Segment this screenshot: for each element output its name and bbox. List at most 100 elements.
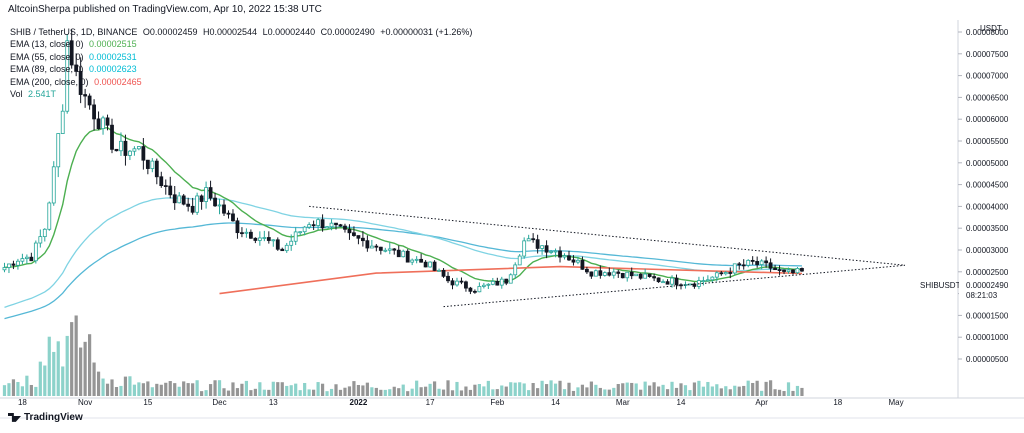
- candle-body: [29, 256, 34, 262]
- candle-body: [378, 246, 383, 251]
- candle-body: [248, 231, 253, 239]
- candle-body: [47, 202, 52, 230]
- candle-body: [544, 245, 549, 253]
- ema13-line: [4, 126, 803, 283]
- volume-bar: [464, 386, 468, 396]
- volume-bar: [764, 381, 768, 396]
- volume-bar: [289, 385, 293, 396]
- time-tick-label: Dec: [212, 398, 226, 407]
- candle-body: [670, 277, 674, 285]
- candle-body: [244, 231, 249, 234]
- volume-bar: [616, 384, 620, 396]
- candle-body: [692, 283, 697, 287]
- candle-body: [764, 260, 769, 264]
- candle-body: [387, 248, 392, 251]
- candle-body: [92, 104, 96, 120]
- volume-bar: [141, 383, 145, 396]
- candle-body: [553, 250, 558, 253]
- volume-bar: [567, 382, 571, 396]
- volume-bar: [562, 389, 567, 396]
- volume-bar: [509, 382, 513, 396]
- candle-body: [741, 264, 746, 267]
- volume-bar: [455, 381, 459, 396]
- volume-bar: [173, 383, 177, 396]
- volume-bar: [544, 384, 549, 396]
- volume-bar: [146, 381, 150, 396]
- volume-bar: [504, 386, 508, 396]
- candle-body: [266, 237, 271, 241]
- legend-ema89: EMA (89, close, 0) 0.00002623: [10, 63, 472, 75]
- candle-body: [558, 250, 562, 258]
- volume-bar: [114, 386, 119, 396]
- volume-bar: [477, 384, 481, 396]
- volume-bar: [262, 389, 266, 396]
- volume-bar: [742, 385, 746, 396]
- volume-bar: [630, 382, 634, 396]
- candle-body: [481, 284, 486, 287]
- ema200-line: [219, 265, 803, 295]
- volume-bar: [316, 382, 320, 396]
- candle-body: [504, 278, 509, 284]
- volume-bar: [441, 389, 446, 396]
- candle-body: [190, 205, 195, 213]
- candle-body: [450, 280, 455, 286]
- candle-body: [795, 268, 800, 274]
- candle-body: [172, 194, 177, 204]
- candle-body: [674, 277, 679, 286]
- volume-bar: [482, 386, 486, 396]
- volume-bar: [294, 383, 298, 396]
- volume-bar: [70, 322, 74, 396]
- volume-bar: [253, 388, 257, 396]
- candle-body: [195, 195, 200, 213]
- volume-bar: [715, 384, 719, 396]
- candle-body: [705, 279, 710, 282]
- volume-bar: [235, 388, 240, 396]
- candle-body: [352, 232, 356, 236]
- candle-body: [540, 245, 545, 249]
- candle-body: [38, 236, 43, 244]
- volume-bar: [347, 386, 352, 396]
- volume-bar: [2, 385, 7, 396]
- legend-ema200-label: EMA (200, close, 0): [10, 76, 89, 87]
- candle-body: [629, 271, 634, 277]
- volume-bar: [61, 366, 65, 396]
- candle-body: [240, 232, 244, 235]
- volume-bar: [226, 390, 231, 396]
- volume-bar: [531, 383, 535, 396]
- volume-bar: [195, 380, 199, 396]
- candle-body: [773, 267, 777, 271]
- legend-ema200-value: 0.00002465: [94, 76, 142, 87]
- volume-bar: [782, 391, 786, 396]
- candle-body: [455, 280, 459, 286]
- tradingview-brand: TradingView: [24, 412, 83, 423]
- chart-background: [0, 20, 1024, 408]
- legend-high-label: H: [203, 27, 210, 37]
- volume-bar: [312, 389, 316, 396]
- legend-ema200: EMA (200, close, 0) 0.00002465: [10, 76, 472, 88]
- price-tick-label: 0.00001000: [966, 333, 1009, 342]
- candle-body: [374, 245, 379, 248]
- legend-vol-label: Vol: [10, 89, 23, 100]
- candle-body: [549, 251, 553, 253]
- candle-body: [383, 249, 388, 252]
- candle-body: [136, 146, 141, 150]
- candle-body: [222, 204, 226, 214]
- candle-body: [231, 213, 235, 222]
- legend-close: 0.00002490: [327, 27, 375, 37]
- candle-body: [490, 281, 495, 285]
- volume-bar: [101, 378, 105, 396]
- time-tick-label: Feb: [490, 398, 504, 407]
- volume-bar: [217, 380, 222, 396]
- volume-bar: [208, 384, 213, 396]
- volume-bar: [733, 385, 737, 396]
- volume-bar: [697, 380, 701, 396]
- volume-bar: [773, 389, 777, 396]
- candle-body: [464, 281, 468, 289]
- volume-bar: [150, 387, 154, 396]
- volume-bar: [446, 380, 450, 396]
- candle-body: [119, 140, 123, 152]
- tradingview-logo[interactable]: TradingView: [8, 412, 83, 423]
- volume-bar: [607, 389, 611, 396]
